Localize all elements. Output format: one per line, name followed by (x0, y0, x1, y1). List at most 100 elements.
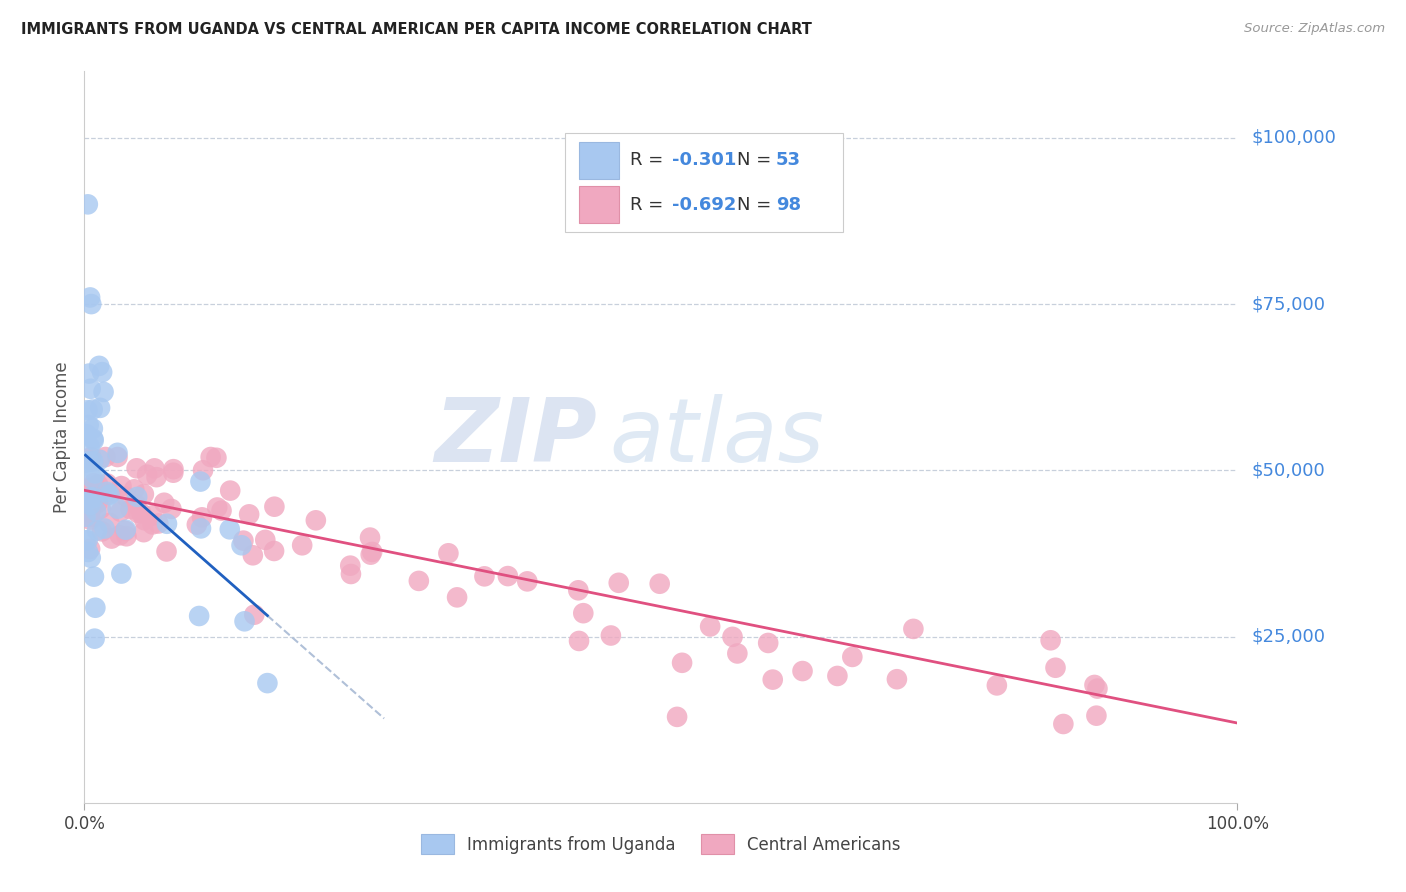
Text: IMMIGRANTS FROM UGANDA VS CENTRAL AMERICAN PER CAPITA INCOME CORRELATION CHART: IMMIGRANTS FROM UGANDA VS CENTRAL AMERIC… (21, 22, 813, 37)
Point (254, 533, 277, 547)
Point (648, 576, 671, 591)
Point (94, 450, 117, 464)
Point (83, 632, 105, 646)
Point (114, 524, 136, 538)
Point (108, 528, 131, 542)
Point (79, 382, 101, 396)
Point (360, 548, 382, 562)
Point (1045, 661, 1067, 675)
Point (82, 472, 104, 486)
Point (75, 533, 97, 548)
Point (87, 496, 110, 510)
Point (190, 475, 212, 489)
Point (93, 384, 115, 399)
Point (721, 630, 744, 644)
Point (79, 505, 101, 519)
Point (1085, 708, 1108, 723)
Point (496, 569, 519, 583)
Point (699, 619, 721, 633)
Point (82, 402, 104, 417)
Text: $25,000: $25,000 (1251, 628, 1326, 646)
Point (80, 491, 103, 506)
Point (219, 483, 242, 498)
Point (115, 529, 138, 543)
Point (291, 538, 314, 552)
Point (218, 522, 240, 536)
Point (83, 496, 105, 510)
Point (96, 484, 118, 499)
Point (607, 575, 630, 590)
Point (75, 427, 97, 442)
Point (305, 513, 328, 527)
Point (125, 461, 148, 475)
Point (141, 517, 163, 532)
Point (98, 488, 121, 502)
Point (211, 503, 233, 517)
Point (1052, 717, 1074, 731)
Point (82, 432, 104, 446)
Point (82, 421, 104, 435)
Point (671, 656, 693, 670)
Point (143, 461, 166, 475)
Point (132, 487, 155, 501)
Point (75, 456, 97, 470)
Point (153, 496, 176, 510)
Text: -0.692: -0.692 (672, 195, 737, 214)
Point (141, 508, 163, 523)
Point (188, 609, 211, 624)
Point (238, 508, 260, 522)
Point (156, 516, 179, 531)
Text: Source: ZipAtlas.com: Source: ZipAtlas.com (1244, 22, 1385, 36)
Point (86, 524, 108, 538)
Point (127, 506, 149, 520)
Text: N =: N = (737, 195, 776, 214)
Point (572, 606, 595, 620)
Point (127, 490, 149, 504)
Point (84, 600, 107, 615)
Text: $75,000: $75,000 (1251, 295, 1326, 313)
Point (115, 490, 138, 504)
Point (516, 574, 538, 589)
Text: -0.301: -0.301 (672, 152, 737, 169)
Legend: Immigrants from Uganda, Central Americans: Immigrants from Uganda, Central American… (413, 828, 908, 860)
Point (233, 615, 256, 629)
Point (83, 476, 105, 491)
Point (243, 607, 266, 622)
Point (83, 491, 105, 505)
Point (190, 521, 212, 535)
Text: $50,000: $50,000 (1251, 461, 1324, 479)
Point (359, 531, 381, 545)
Point (98, 516, 121, 530)
Text: $100,000: $100,000 (1251, 128, 1336, 147)
Point (93, 522, 115, 536)
Text: R =: R = (630, 195, 669, 214)
Point (408, 574, 430, 588)
Point (76, 197, 98, 211)
Point (242, 549, 264, 563)
Point (446, 591, 468, 605)
Point (186, 517, 208, 532)
Point (100, 532, 122, 546)
Point (115, 523, 138, 537)
Point (886, 672, 908, 686)
Point (131, 507, 153, 521)
Point (339, 558, 361, 573)
Text: 98: 98 (776, 195, 801, 214)
Point (567, 583, 589, 598)
Point (79, 513, 101, 527)
Point (1039, 633, 1062, 648)
Point (110, 505, 132, 519)
Y-axis label: Per Capita Income: Per Capita Income (53, 361, 72, 513)
Point (107, 501, 129, 516)
Point (231, 538, 253, 552)
Point (84, 467, 107, 481)
Point (107, 450, 129, 464)
Point (599, 628, 621, 642)
Point (83, 434, 105, 448)
Point (89, 359, 111, 373)
Point (762, 673, 785, 687)
Point (191, 463, 214, 477)
Point (79, 453, 101, 467)
Point (82, 454, 104, 468)
Point (77, 545, 100, 559)
